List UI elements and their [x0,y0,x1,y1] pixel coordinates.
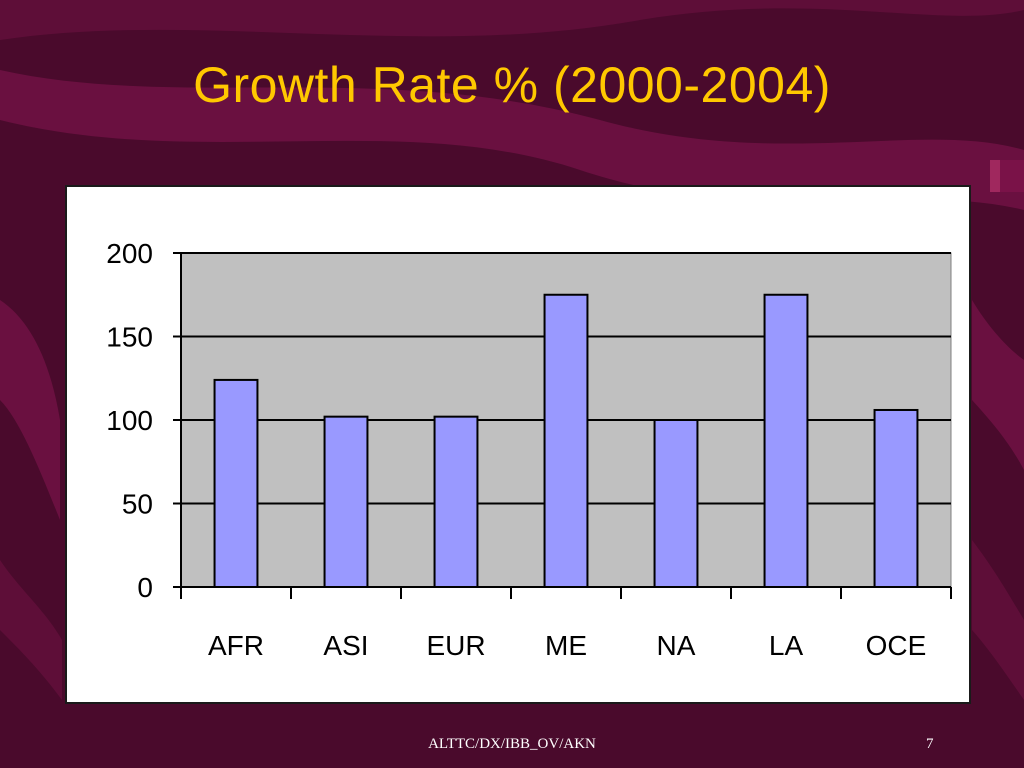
x-tick-label: NA [657,630,696,661]
bar-asi [323,415,369,588]
x-tick-label: AFR [208,630,264,661]
bar-na [653,419,699,588]
footer-text: ALTTC/DX/IBB_OV/AKN [428,736,596,752]
bar-oce [873,408,919,588]
x-tick-label: ME [545,630,587,661]
chart-panel: 0 50 100 150 200 AFR ASI EUR ME NA LA OCE [65,185,971,704]
y-tick-label: 0 [137,572,153,603]
bar-la [763,293,809,588]
page-number: 7 [926,736,934,752]
y-tick-label: 200 [106,238,153,269]
bar-afr [213,378,259,588]
x-tick-label: LA [769,630,804,661]
bar-me [543,293,589,588]
x-tick-label: EUR [426,630,485,661]
bar-chart: 0 50 100 150 200 AFR ASI EUR ME NA LA OCE [106,238,952,661]
slide-title: Growth Rate % (2000-2004) [193,57,831,113]
bar-eur [433,415,479,588]
y-tick-label: 150 [106,322,153,353]
y-tick-label: 50 [122,489,153,520]
x-tick-label: OCE [866,630,927,661]
x-tick-label: ASI [323,630,368,661]
y-tick-label: 100 [106,405,153,436]
